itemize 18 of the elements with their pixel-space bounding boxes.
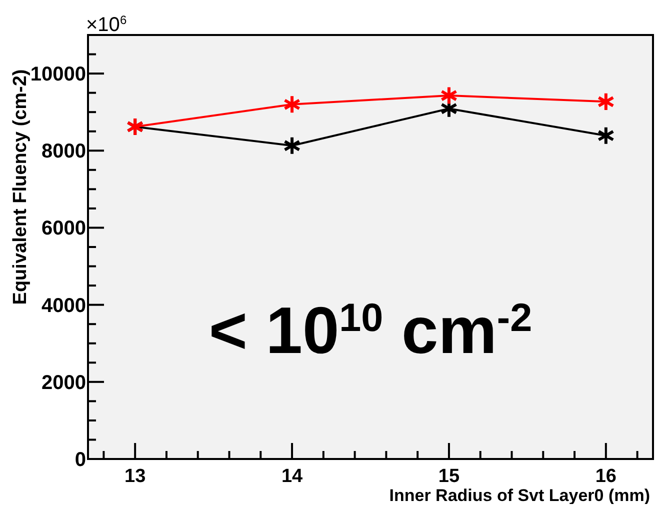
x-tick-label: 15 [438,466,460,487]
y-tick-label: 6000 [42,218,86,240]
point [440,86,458,106]
y-tick-label: 4000 [42,294,86,317]
annotation: ×10$^{6}$ [86,13,127,36]
point [283,136,301,156]
y-tick-label: 2000 [42,372,86,394]
point [597,126,615,146]
x-tick-label: 13 [124,466,146,487]
y-tick-label: 8000 [42,140,86,163]
y-axis-title: Equivalent Fluency (cm-2) [10,69,31,305]
x-tick-label: 16 [595,466,616,487]
point [283,94,301,114]
y-tick-label: 10000 [30,64,86,86]
y-tick-label: 0 [74,449,86,471]
x-tick-label: 14 [281,466,304,487]
annotation: < 10$^{10}$ cm$^{-2}$ [208,293,532,367]
point [597,92,615,112]
